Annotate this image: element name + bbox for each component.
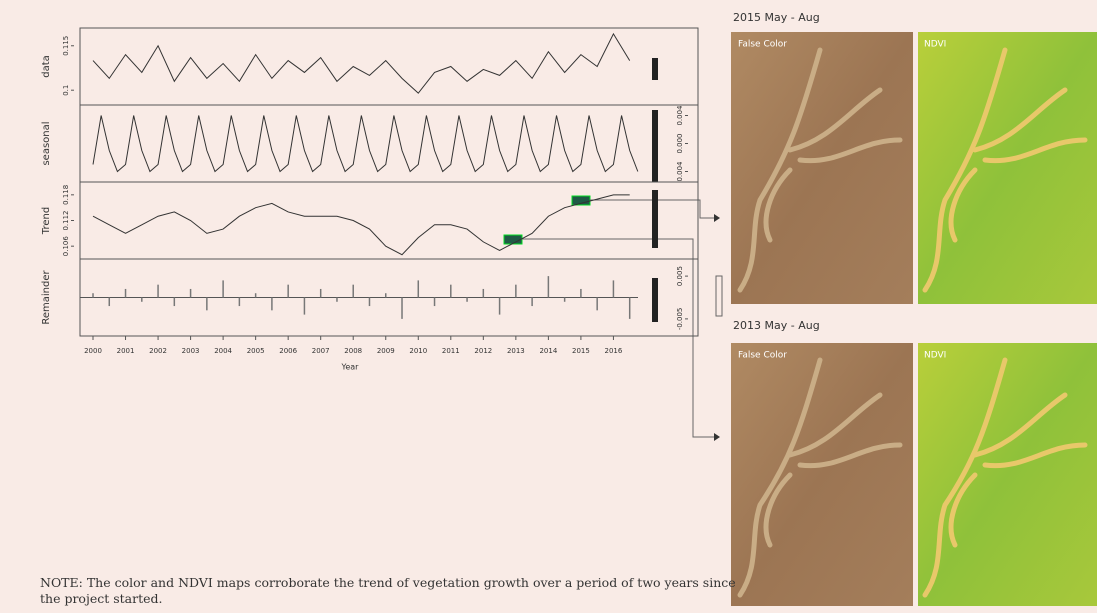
x-tick-label: 2004 bbox=[214, 347, 232, 355]
scale-box bbox=[716, 276, 722, 316]
y-tick-label: 0.106 bbox=[62, 236, 70, 257]
map-label: False Color bbox=[738, 351, 787, 361]
false-color-map-2015 bbox=[731, 32, 913, 304]
x-tick-label: 2010 bbox=[409, 347, 427, 355]
highlight-2013 bbox=[504, 235, 522, 244]
x-tick-label: 2007 bbox=[312, 347, 330, 355]
x-tick-label: 2013 bbox=[507, 347, 525, 355]
page-body: 2015 May - Aug False Color NDVI 2013 May… bbox=[0, 0, 1097, 613]
ndvi-map-2013 bbox=[918, 343, 1097, 606]
false-color-map-2013 bbox=[731, 343, 913, 606]
y-tick-label: 0.112 bbox=[62, 210, 70, 230]
map-label: NDVI bbox=[924, 40, 946, 50]
y-tick-label: 0.004 bbox=[676, 161, 684, 182]
x-tick-label: 2016 bbox=[605, 347, 623, 355]
map-label: False Color bbox=[738, 40, 787, 50]
map-title-2015: 2015 May - Aug bbox=[733, 11, 820, 24]
page: body { margin: 0; background: #f9ebe6; f… bbox=[0, 0, 1097, 613]
arrow-head bbox=[714, 214, 720, 441]
arrow bbox=[522, 239, 718, 437]
y-tick-label: 0.1 bbox=[62, 85, 70, 96]
y-tick-label: -0.005 bbox=[676, 308, 684, 331]
y-axis-label: seasonal bbox=[41, 121, 52, 165]
maps: 2015 May - Aug False Color NDVI 2013 May… bbox=[731, 11, 1097, 606]
y-tick-label: 0.004 bbox=[676, 105, 684, 126]
scale-bars bbox=[652, 58, 658, 322]
y-tick-label: 0.005 bbox=[676, 266, 684, 286]
x-axis-label: Year bbox=[341, 363, 360, 372]
y-tick-label: 0.115 bbox=[62, 36, 70, 56]
x-tick-label: 2001 bbox=[117, 347, 135, 355]
x-tick-label: 2011 bbox=[442, 347, 460, 355]
y-axis-label: Remainder bbox=[41, 269, 52, 324]
series-line bbox=[93, 116, 638, 172]
note: NOTE: The color and NDVI maps corroborat… bbox=[40, 575, 740, 607]
y-tick-label: 0.118 bbox=[62, 185, 70, 205]
y-axis-label: Trend bbox=[41, 207, 52, 235]
x-tick-label: 2006 bbox=[279, 347, 297, 355]
x-tick-label: 2012 bbox=[474, 347, 492, 355]
series-line bbox=[93, 195, 630, 255]
y-axis-label: data bbox=[41, 55, 52, 78]
y-tick-label: 0.000 bbox=[676, 133, 684, 153]
x-tick-label: 2015 bbox=[572, 347, 590, 355]
x-tick-label: 2003 bbox=[182, 347, 200, 355]
figure: 2015 May - Aug False Color NDVI 2013 May… bbox=[0, 0, 1097, 613]
x-tick-label: 2002 bbox=[149, 347, 167, 355]
x-tick-label: 2008 bbox=[344, 347, 362, 355]
x-tick-label: 2005 bbox=[247, 347, 265, 355]
map-title-2013: 2013 May - Aug bbox=[733, 319, 820, 332]
panel-frame bbox=[80, 28, 698, 105]
x-tick-label: 2000 bbox=[84, 347, 102, 355]
map-label: NDVI bbox=[924, 351, 946, 361]
x-tick-label: 2014 bbox=[539, 347, 557, 355]
annotations bbox=[504, 58, 722, 441]
series-line bbox=[93, 34, 630, 93]
ndvi-map-2015 bbox=[918, 32, 1097, 304]
x-tick-label: 2009 bbox=[377, 347, 395, 355]
